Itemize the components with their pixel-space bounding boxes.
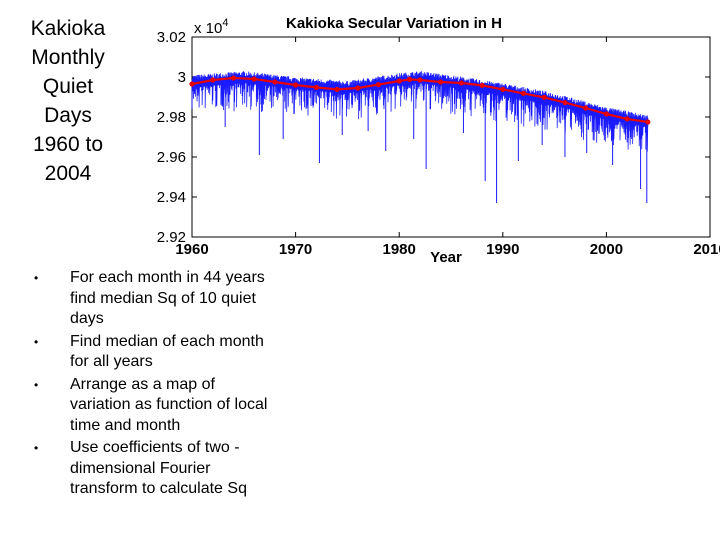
bullet-item: • Use coefficients of two -dimensional Fo…: [34, 438, 274, 500]
title-line: 1960 to: [32, 133, 104, 156]
trend-point: [210, 77, 216, 83]
trend-point: [500, 86, 506, 92]
slide-title: Kakioka Monthly Quiet Days 1960 to 2004: [18, 14, 118, 188]
trend-point: [624, 116, 630, 122]
trend-point: [293, 82, 299, 88]
bullet-text: Arrange as a map of variation as functio…: [70, 375, 268, 434]
trend-series: [189, 75, 651, 125]
x-axis: 1960 1970 1980 1990 2000 2010: [175, 37, 720, 258]
trend-point: [355, 85, 361, 91]
plot-area: [191, 36, 711, 238]
trend-point: [375, 82, 382, 88]
trend-point: [417, 77, 423, 83]
trend-point: [272, 79, 278, 85]
secular-variation-chart: Kakioka Secular Variation in H x 104 196…: [157, 15, 720, 266]
trend-point: [583, 105, 589, 111]
y-tick-label: 2.96: [157, 149, 186, 166]
x-tick-label: 2000: [590, 241, 623, 258]
bullet-text: Use coefficients of two -dimensional Fou…: [70, 439, 247, 497]
bullet-item: • Arrange as a map of variation as functi…: [34, 375, 274, 437]
title-line: 2004: [44, 162, 92, 185]
chart-title: Kakioka Secular Variation in H: [286, 15, 502, 32]
trend-point: [313, 84, 319, 90]
trend-point: [406, 76, 413, 82]
trend-point: [230, 75, 237, 81]
trend-point: [562, 100, 568, 106]
y-tick-label: 2.98: [157, 109, 186, 126]
y-tick-label: 2.94: [157, 189, 186, 206]
trend-point: [396, 78, 402, 84]
bullet-dot: •: [34, 271, 39, 285]
bullet-item: • Find median of each month for all years: [34, 332, 274, 373]
trend-point: [645, 119, 651, 125]
bullet-list: • For each month in 44 years find median …: [34, 268, 274, 502]
bullet-dot: •: [34, 334, 39, 349]
y-tick-label: 3.02: [157, 29, 186, 46]
trend-point: [438, 79, 444, 85]
trend-point: [520, 90, 527, 96]
title-line: Quiet: [42, 75, 94, 98]
y-tick-label: 3: [178, 69, 186, 86]
x-tick-label: 1990: [486, 241, 519, 258]
trend-point: [251, 76, 257, 82]
y-axis: 2.92 2.94 2.96 2.98 3 3.02: [157, 29, 710, 246]
trend-line: [191, 76, 648, 124]
trend-point: [189, 81, 195, 87]
x-tick-label: 1980: [383, 241, 416, 258]
x-tick-label: 2010: [693, 241, 720, 258]
trend-point: [603, 111, 609, 117]
trend-point: [541, 94, 547, 100]
exponent-power: 4: [222, 17, 228, 29]
chart-container: Kakioka Secular Variation in H x 104 196…: [128, 8, 720, 270]
bullet-text: For each month in 44 years find median S…: [70, 269, 265, 327]
title-line: Monthly: [31, 46, 105, 69]
exponent-base: x 10: [194, 20, 222, 37]
x-tick-label: 1960: [175, 241, 208, 258]
bullet-text: Find median of each month for all years: [70, 332, 264, 371]
trend-point: [479, 82, 485, 88]
bullet-dot: •: [34, 441, 39, 455]
title-line: Kakioka: [30, 17, 106, 40]
exponent-label: x 104: [194, 17, 228, 37]
trend-point: [334, 86, 340, 92]
x-axis-label: Year: [430, 249, 462, 266]
bullet-dot: •: [34, 377, 39, 392]
y-tick-label: 2.92: [157, 229, 186, 246]
trend-point: [458, 80, 464, 86]
bullet-item: • For each month in 44 years find median …: [34, 268, 274, 330]
x-tick-label: 1970: [279, 241, 312, 258]
title-line: Days: [44, 104, 92, 127]
